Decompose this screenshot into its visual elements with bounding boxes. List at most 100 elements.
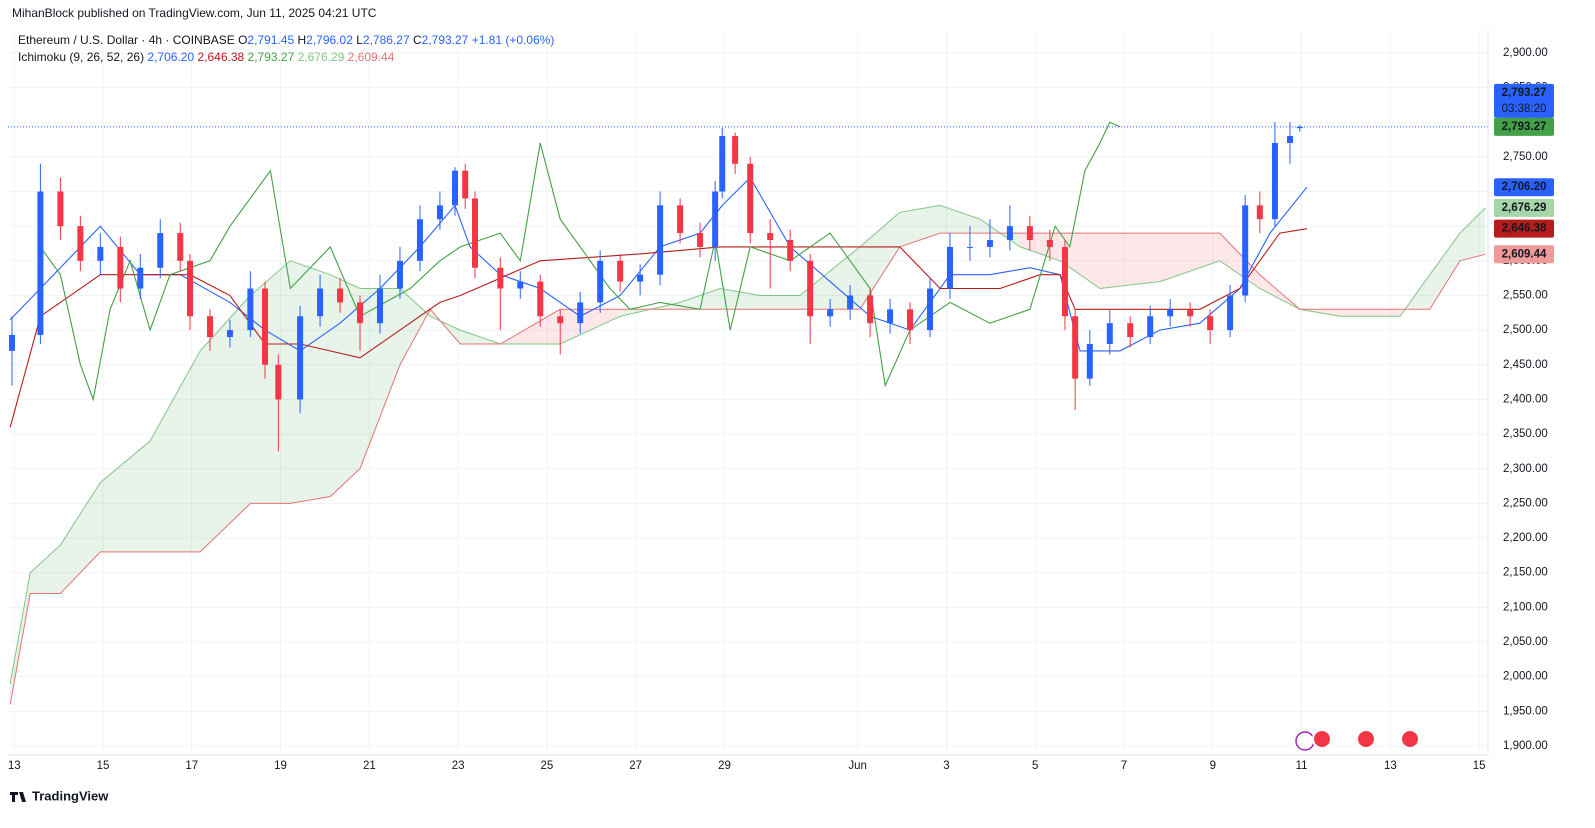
- y-tick-label: 2,200.00: [1503, 532, 1548, 544]
- x-tick-label: 7: [1121, 760, 1127, 772]
- price-tag: [1494, 83, 1554, 118]
- x-tick-label: 13: [8, 760, 21, 772]
- candle-body: [1147, 316, 1154, 338]
- candle-body: [262, 288, 269, 365]
- cloud-fill: [100, 441, 151, 552]
- candle-body: [712, 191, 719, 247]
- price-tag: [1494, 245, 1554, 264]
- cloud-fill: [759, 295, 800, 310]
- x-tick-label: 17: [185, 760, 198, 772]
- candle-body: [787, 240, 794, 261]
- candle-body: [1026, 226, 1033, 241]
- event-icon[interactable]: [1400, 729, 1420, 749]
- y-tick-label: 2,550.00: [1503, 289, 1548, 301]
- candle-body: [177, 233, 184, 261]
- candle-body: [497, 267, 504, 289]
- candle-body: [1187, 309, 1194, 317]
- indicator-line: [39, 121, 1121, 402]
- candle-body: [807, 260, 814, 317]
- ohlc-key: H: [297, 33, 306, 47]
- candle-body: [657, 205, 664, 275]
- candle-body: [887, 309, 894, 324]
- ohlc-key: O: [238, 33, 247, 47]
- symbol-legend: Ethereum / U.S. Dollar · 4h · COINBASE O…: [18, 33, 554, 47]
- candle-body: [577, 302, 584, 324]
- price-tag: [1494, 117, 1554, 136]
- candle-body: [462, 170, 469, 199]
- cloud-fill: [200, 295, 251, 552]
- candle-body: [1227, 295, 1234, 331]
- candle-body: [927, 288, 934, 331]
- cloud-fill: [1159, 233, 1220, 282]
- symbol: Ethereum / U.S. Dollar · 4h · COINBASE: [18, 33, 235, 47]
- x-tick-label: 5: [1032, 760, 1038, 772]
- candle-body: [8, 334, 15, 351]
- x-tick-label: 25: [541, 760, 554, 772]
- cloud-fill: [1339, 309, 1401, 317]
- cloud-fill: [1100, 233, 1160, 289]
- candle-body: [297, 316, 304, 400]
- candle-body: [97, 246, 104, 261]
- candle-body: [827, 309, 834, 317]
- cloud-fill: [10, 572, 31, 705]
- candle-body: [1086, 343, 1093, 379]
- ohlc-key: C: [413, 33, 422, 47]
- logo: [10, 792, 26, 802]
- price-tag-label: 2,793.27: [1502, 121, 1547, 133]
- span-b: [9, 232, 1486, 705]
- y-tick-label: 2,500.00: [1503, 324, 1548, 336]
- candle-body: [37, 191, 44, 335]
- candle-body: [1296, 126, 1303, 129]
- x-tick-label: 23: [452, 760, 465, 772]
- indicator-line: [9, 228, 1307, 428]
- plot-area: [8, 121, 1488, 705]
- candle-body: [1072, 316, 1079, 379]
- candle-body: [471, 198, 478, 268]
- price-tag: [1494, 219, 1554, 238]
- candle-body: [1061, 246, 1068, 317]
- event-icon[interactable]: [1312, 729, 1332, 749]
- x-tick-label: 11: [1296, 760, 1308, 772]
- cloud-fill: [680, 288, 721, 310]
- ohlc-value: 2,793.27: [422, 33, 469, 47]
- candle-body: [1167, 309, 1174, 317]
- price-tag-label: 2,609.44: [1502, 248, 1547, 260]
- y-tick-label: 2,000.00: [1503, 671, 1548, 683]
- y-tick-label: 1,900.00: [1503, 740, 1548, 752]
- candle-body: [1271, 142, 1278, 220]
- y-tick-label: 2,150.00: [1503, 567, 1548, 579]
- cloud-fill: [330, 274, 361, 497]
- candle-body: [396, 260, 403, 289]
- x-tick-label: 27: [629, 760, 642, 772]
- x-tick-label: 19: [274, 760, 287, 772]
- event-icons: [1295, 729, 1420, 751]
- y-tick-label: 2,300.00: [1503, 463, 1548, 475]
- candle-body: [206, 316, 213, 338]
- candle-body: [986, 240, 993, 247]
- y-tick-label: 2,350.00: [1503, 428, 1548, 440]
- event-icon[interactable]: [1356, 729, 1376, 749]
- price-tag-label: 2,793.27: [1502, 87, 1547, 99]
- candle-body: [1006, 226, 1013, 241]
- indicator-legend: Ichimoku (9, 26, 52, 26) 2,706.20 2,646.…: [18, 50, 395, 64]
- candle-body: [1256, 205, 1263, 220]
- candle-body: [1106, 323, 1113, 344]
- ohlc-key: L: [356, 33, 363, 47]
- candle-body: [697, 233, 704, 247]
- event-icon[interactable]: [1295, 731, 1315, 751]
- price-tag: [1494, 198, 1554, 217]
- price-tag-label: 2,676.29: [1502, 202, 1547, 214]
- candle-body: [187, 260, 194, 317]
- y-tick-label: 2,100.00: [1503, 601, 1548, 613]
- cloud-fill: [560, 309, 621, 344]
- candle-body: [226, 330, 233, 338]
- y-tick-label: 2,050.00: [1503, 636, 1548, 648]
- x-tick-label: 3: [943, 760, 949, 772]
- span-a: [9, 204, 1486, 684]
- cloud-fill: [30, 544, 61, 594]
- y-tick-label: 2,400.00: [1503, 393, 1548, 405]
- candle-body: [317, 288, 324, 317]
